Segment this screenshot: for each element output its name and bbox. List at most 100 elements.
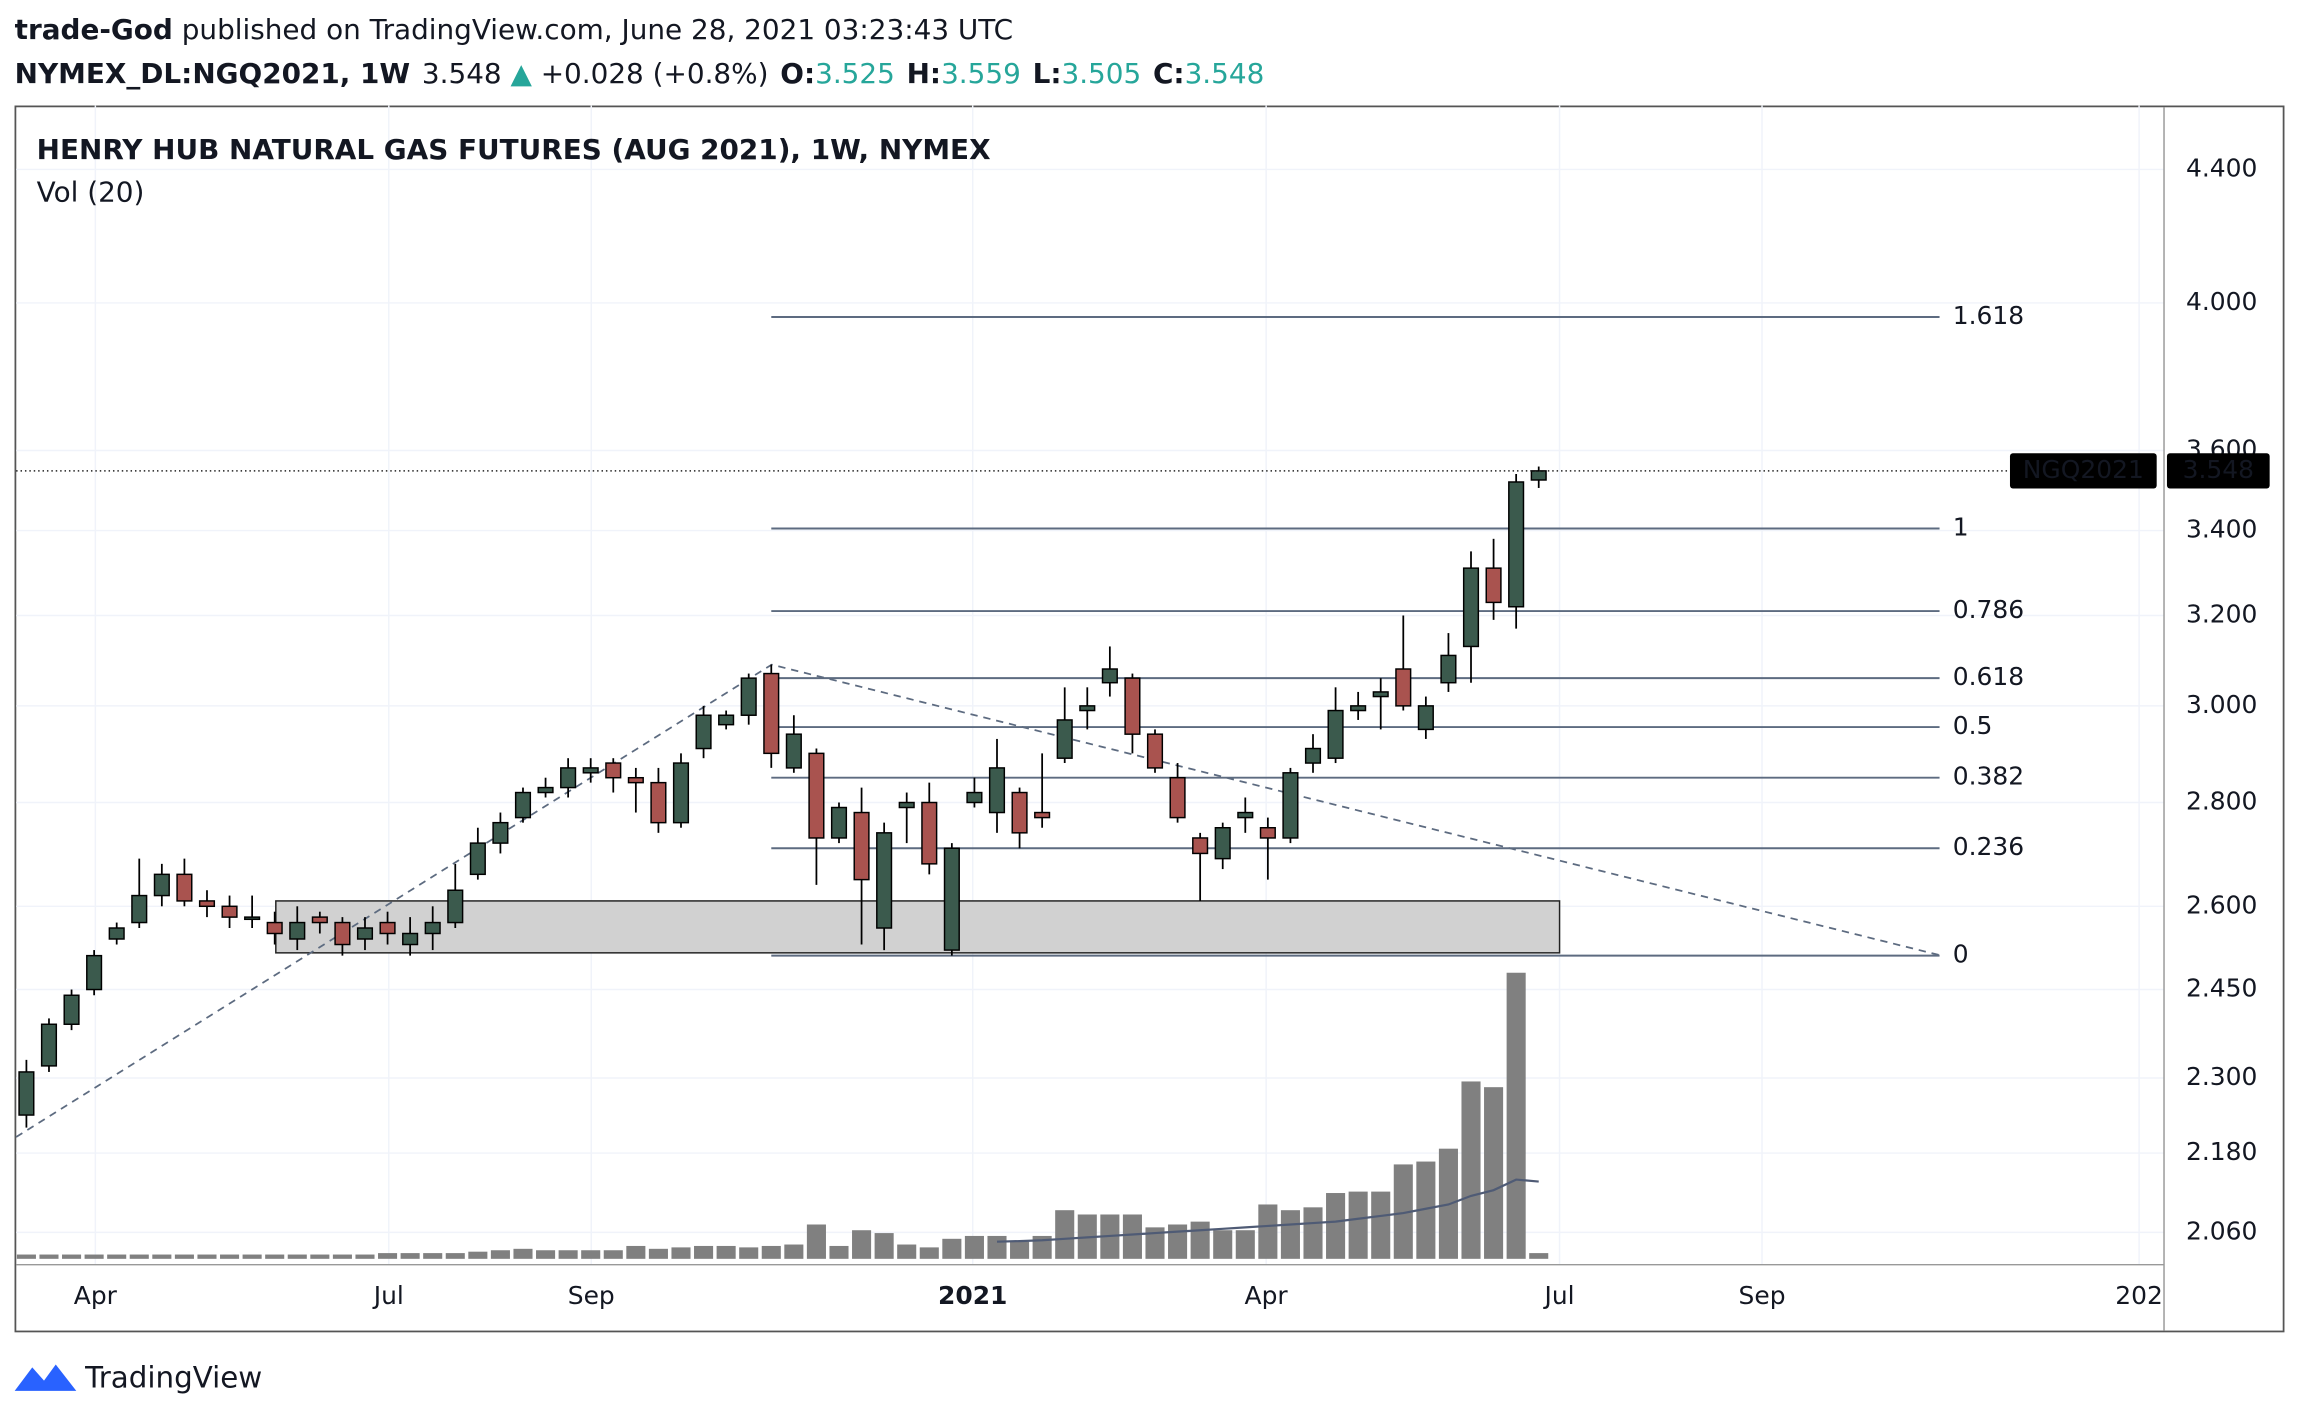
candle-body bbox=[1417, 705, 1434, 731]
candle-body bbox=[1530, 470, 1547, 481]
volume-bar bbox=[761, 1245, 781, 1259]
volume-bar bbox=[1348, 1191, 1368, 1259]
candle-body bbox=[334, 921, 351, 946]
volume-ma bbox=[996, 1178, 1539, 1243]
y-tick-label: 4.000 bbox=[2186, 287, 2257, 316]
volume-bar bbox=[1461, 1081, 1481, 1259]
candle-body bbox=[379, 921, 396, 935]
candle-body bbox=[1011, 791, 1028, 834]
volume-bar bbox=[1122, 1214, 1142, 1259]
candle-body bbox=[808, 752, 825, 839]
candle-body bbox=[1237, 811, 1254, 819]
ohlc-label: O: bbox=[780, 57, 815, 90]
x-tick-label: Sep bbox=[1739, 1281, 1786, 1310]
candle-body bbox=[1304, 747, 1322, 764]
candle-body bbox=[86, 954, 103, 991]
volume-bar bbox=[62, 1254, 82, 1259]
volume-bar bbox=[558, 1250, 578, 1259]
author: trade-God bbox=[15, 13, 173, 46]
volume-bar bbox=[536, 1250, 556, 1259]
volume-bar bbox=[671, 1247, 691, 1259]
volume-bar bbox=[1371, 1191, 1391, 1259]
volume-bar bbox=[423, 1253, 443, 1259]
candle-body bbox=[672, 762, 690, 824]
volume-bar bbox=[1506, 972, 1526, 1259]
volume-bar bbox=[265, 1254, 285, 1259]
volume-bar bbox=[648, 1248, 668, 1259]
x-tick-label: 202 bbox=[2115, 1281, 2163, 1310]
volume-bar bbox=[84, 1254, 104, 1259]
volume-bar bbox=[1326, 1193, 1346, 1259]
volume-bar bbox=[287, 1254, 307, 1259]
volume-bar bbox=[16, 1254, 36, 1259]
fib-label: 0 bbox=[1953, 940, 1969, 969]
volume-bar bbox=[919, 1247, 939, 1259]
volume-bar bbox=[942, 1238, 962, 1259]
volume-bar bbox=[220, 1254, 240, 1259]
fib-label: 0.382 bbox=[1953, 762, 2024, 791]
volume-bar bbox=[332, 1254, 352, 1259]
candle-body bbox=[221, 905, 238, 918]
ohlc-value: 3.505 bbox=[1061, 57, 1141, 90]
volume-bar bbox=[897, 1244, 917, 1259]
candle-body bbox=[1327, 709, 1344, 759]
fib-label: 0.786 bbox=[1953, 595, 2024, 624]
candle-body bbox=[943, 847, 960, 951]
volume-bar bbox=[716, 1245, 736, 1259]
candle-body bbox=[627, 776, 644, 784]
y-tick-label: 3.200 bbox=[2186, 599, 2257, 628]
volume-bar bbox=[964, 1235, 984, 1259]
candle-body bbox=[447, 889, 464, 924]
volume-bar bbox=[1393, 1164, 1413, 1259]
volume-bar bbox=[874, 1233, 894, 1259]
candle-body bbox=[424, 921, 441, 935]
volume-bar bbox=[400, 1253, 420, 1259]
candle-body bbox=[1192, 837, 1209, 855]
volume-bar bbox=[1010, 1241, 1030, 1259]
chart-title: HENRY HUB NATURAL GAS FUTURES (AUG 2021)… bbox=[37, 133, 991, 166]
candle-body bbox=[311, 916, 328, 924]
ohlc-value: 3.548 bbox=[1185, 57, 1265, 90]
chart-frame bbox=[14, 105, 2285, 1333]
logo-icon bbox=[14, 1364, 77, 1391]
y-tick-label: 2.450 bbox=[2186, 974, 2257, 1003]
volume-bar bbox=[603, 1250, 623, 1259]
published: published on TradingView.com, June 28, 2… bbox=[173, 13, 1013, 46]
candle-body bbox=[402, 932, 419, 946]
candle-body bbox=[1101, 668, 1118, 684]
volume-bar bbox=[1529, 1253, 1549, 1259]
volume-bar bbox=[784, 1244, 804, 1259]
ohlc-label: C: bbox=[1153, 57, 1185, 90]
fib-label: 1.618 bbox=[1953, 301, 2024, 330]
volume-bar bbox=[39, 1254, 59, 1259]
candle-body bbox=[988, 767, 1006, 814]
candle-body bbox=[244, 916, 261, 921]
last-price: 3.548 bbox=[422, 57, 502, 90]
x-tick-label: Jul bbox=[372, 1281, 404, 1310]
candle-body bbox=[289, 921, 306, 940]
zone bbox=[275, 900, 1561, 954]
candle-body bbox=[492, 821, 509, 844]
candle-body bbox=[650, 781, 667, 824]
symbol-line: NYMEX_DL:NGQ2021, 1W 3.548 ▲ +0.028 (+0.8%)… bbox=[15, 57, 1265, 90]
candle-body bbox=[740, 677, 757, 716]
y-tick-label: 2.600 bbox=[2186, 890, 2257, 919]
volume-bar bbox=[1190, 1221, 1210, 1259]
ohlc-value: 3.525 bbox=[815, 57, 895, 90]
candle-body bbox=[1508, 481, 1525, 608]
price-tag: 3.548 bbox=[2183, 455, 2254, 484]
volume-bar bbox=[468, 1251, 488, 1259]
symbol-tag: NGQ2021 bbox=[2023, 455, 2144, 484]
y-tick-label: 2.300 bbox=[2186, 1062, 2257, 1091]
candle-body bbox=[830, 806, 848, 839]
volume-bar bbox=[1168, 1224, 1188, 1259]
x-tick-label: Apr bbox=[74, 1281, 118, 1310]
volume-bar bbox=[581, 1250, 601, 1259]
candle-body bbox=[1440, 654, 1457, 684]
candle-body bbox=[131, 894, 148, 924]
price-tag-box bbox=[2166, 453, 2270, 489]
volume-bar bbox=[174, 1254, 194, 1259]
x-tick-label: 2021 bbox=[938, 1281, 1007, 1310]
volume-bar bbox=[242, 1254, 262, 1259]
